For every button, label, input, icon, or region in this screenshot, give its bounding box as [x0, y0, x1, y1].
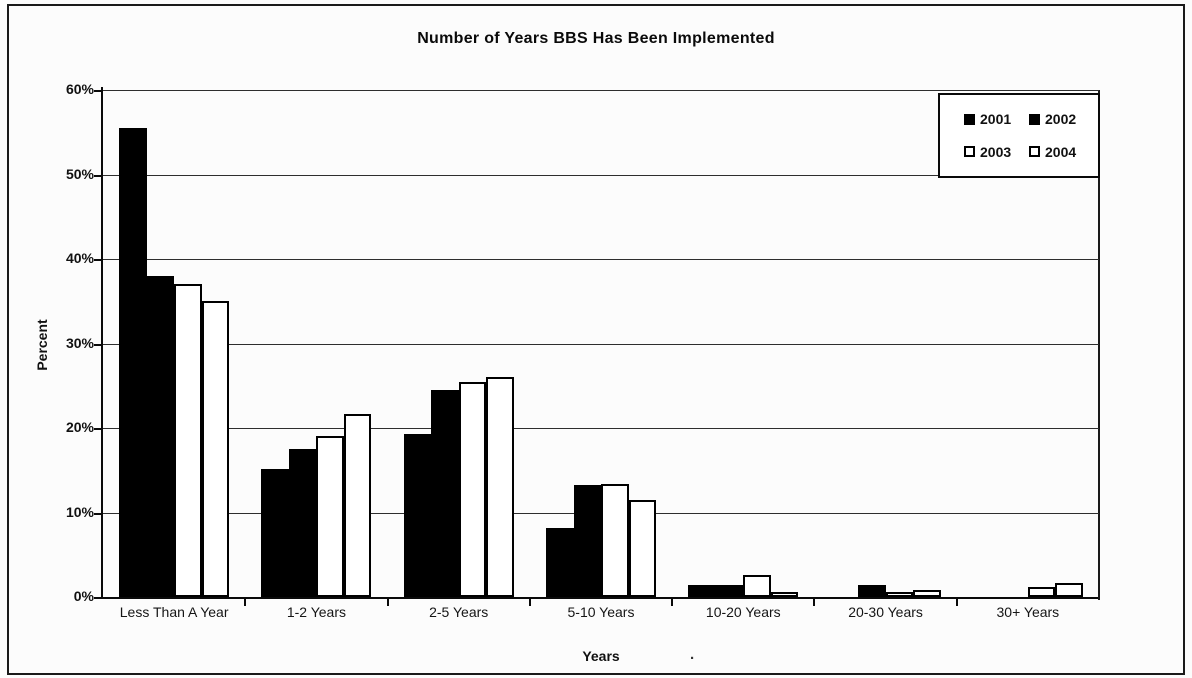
bar-2004-1-2-years [343, 413, 372, 597]
bar-2002-1-2-years [288, 449, 317, 597]
y-tick-label: 40% [65, 250, 94, 266]
y-tick-label: 10% [65, 503, 94, 520]
x-category-label: 5-10 Years [567, 604, 635, 620]
bar-2001-1-2-years [261, 468, 289, 597]
legend-entry-2004: 2004 [1029, 144, 1094, 160]
x-category-label: 2-5 Years [429, 604, 489, 620]
y-tick-mark [94, 597, 101, 599]
gridline-60 [103, 90, 1099, 91]
bar-2004-5-10-years [628, 499, 656, 597]
y-tick-label: 30% [65, 334, 94, 351]
bar-2003-2-5-years [458, 381, 487, 597]
legend-marker-2001-icon [964, 113, 975, 125]
x-category-label: 20-30 Years [848, 604, 923, 620]
bar-2004-10-20-years [770, 591, 799, 597]
legend-entry-2002: 2002 [1029, 111, 1094, 127]
x-tick-mark [671, 599, 674, 606]
y-tick-label: 50% [65, 165, 94, 182]
bar-2001-2-5-years [403, 433, 432, 597]
bar-2003-less-than-a-year [174, 284, 202, 597]
plot-area [103, 90, 1099, 597]
legend-entry-2001: 2001 [964, 111, 1029, 127]
y-tick-label: 0% [73, 588, 94, 604]
legend-label: 2004 [1045, 143, 1077, 160]
x-category-label: Less Than A Year [119, 604, 229, 620]
bar-2002-2-5-years [431, 389, 459, 597]
scan-artifact-dot: . [690, 646, 695, 663]
bar-2003-1-2-years [316, 436, 344, 597]
bar-2002-less-than-a-year [146, 275, 175, 597]
x-axis-title: Years [582, 648, 620, 664]
x-tick-mark [955, 599, 958, 606]
x-category-label: 10-20 Years [705, 604, 781, 620]
x-tick-mark [813, 599, 816, 606]
bar-2004-2-5-years [486, 377, 514, 597]
y-tick-mark [94, 174, 101, 177]
plot-right-border [1098, 90, 1100, 600]
legend: 2001 2002 2003 2004 [938, 93, 1100, 178]
legend-marker-2002-icon [1029, 113, 1040, 125]
y-tick-mark [94, 512, 101, 515]
legend-label: 2001 [980, 111, 1012, 128]
bar-2002-20-30-years [858, 585, 886, 597]
bar-2003-10-20-years [743, 575, 771, 597]
gridline-30 [103, 343, 1099, 345]
x-tick-mark [244, 599, 247, 606]
gridline-20 [103, 428, 1099, 429]
bar-2004-30-years [1055, 583, 1083, 597]
bar-2004-20-30-years [913, 590, 941, 597]
legend-label: 2002 [1045, 111, 1077, 128]
chart-title: Number of Years BBS Has Been Implemented [417, 30, 775, 47]
legend-label: 2003 [980, 143, 1012, 160]
x-tick-mark [528, 599, 531, 606]
y-tick-mark [94, 428, 101, 430]
gridline-50 [103, 174, 1099, 176]
bar-2002-5-10-years [573, 484, 601, 597]
legend-marker-2004-icon [1029, 146, 1040, 158]
bar-2003-5-10-years [601, 483, 629, 597]
bar-2002-10-20-years [715, 585, 744, 597]
bar-2001-less-than-a-year [119, 128, 147, 597]
x-category-label: 30+ Years [996, 604, 1060, 620]
bar-2001-5-10-years [546, 527, 574, 597]
y-tick-mark [94, 343, 101, 346]
x-tick-mark [386, 599, 389, 606]
y-tick-label: 20% [65, 419, 94, 435]
bar-2003-30-years [1027, 586, 1056, 597]
y-axis-line [101, 87, 103, 599]
gridline-40 [103, 259, 1099, 260]
legend-entry-2003: 2003 [964, 144, 1029, 160]
y-tick-mark [94, 259, 101, 261]
y-tick-mark [94, 90, 101, 92]
x-category-label: 1-2 Years [286, 604, 346, 620]
bar-2001-10-20-years [688, 585, 716, 597]
bar-2003-20-30-years [885, 591, 914, 597]
legend-marker-2003-icon [964, 146, 975, 158]
y-tick-label: 60% [65, 81, 94, 97]
x-axis-line [101, 597, 1100, 599]
figure-border [7, 4, 1185, 675]
bar-2004-less-than-a-year [201, 301, 230, 597]
